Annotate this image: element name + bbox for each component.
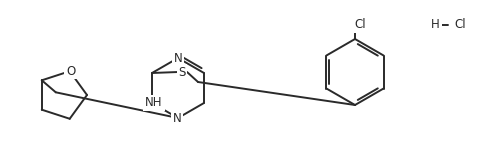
Text: N: N	[174, 51, 183, 64]
Text: O: O	[66, 65, 75, 78]
Text: S: S	[178, 66, 185, 79]
Text: Cl: Cl	[354, 19, 366, 32]
Text: Cl: Cl	[454, 19, 465, 32]
Text: H: H	[431, 19, 440, 32]
Text: N: N	[173, 111, 182, 125]
Text: NH: NH	[145, 96, 163, 109]
